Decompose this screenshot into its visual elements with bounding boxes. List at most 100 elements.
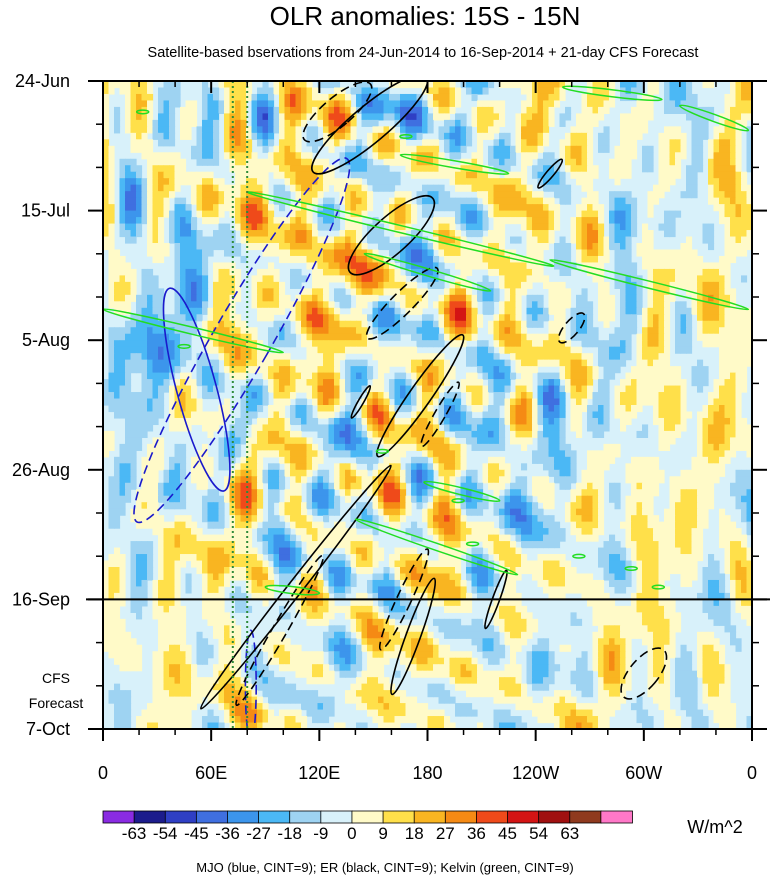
heat-cell — [323, 119, 330, 127]
heat-cell — [158, 405, 165, 413]
heat-cell — [130, 392, 137, 400]
heat-cell — [625, 165, 632, 173]
heat-cell — [339, 314, 346, 322]
heat-cell — [581, 230, 588, 238]
heat-cell — [526, 113, 533, 121]
heat-cell — [444, 307, 451, 315]
heat-cell — [526, 217, 533, 225]
heat-cell — [537, 398, 544, 406]
heat-cell — [680, 268, 687, 276]
heat-cell — [669, 100, 676, 108]
heat-cell — [587, 417, 594, 426]
heat-cell — [686, 346, 693, 354]
heat-cell — [713, 392, 720, 400]
heat-cell — [268, 87, 275, 95]
heat-cell — [125, 405, 132, 413]
heat-cell — [262, 119, 269, 127]
heat-cell — [730, 158, 737, 166]
heat-cell — [537, 255, 544, 264]
heat-cell — [290, 106, 297, 114]
heat-cell — [163, 243, 170, 251]
heat-cell — [510, 81, 517, 89]
heat-cell — [433, 281, 440, 289]
heat-cell — [350, 346, 357, 354]
heat-cell — [163, 81, 170, 89]
heat-cell — [730, 405, 737, 413]
heat-cell — [108, 430, 115, 438]
heat-cell — [675, 106, 682, 114]
heat-cell — [603, 106, 610, 114]
heat-cell — [620, 249, 627, 257]
heat-cell — [653, 320, 660, 328]
heat-cell — [631, 301, 638, 309]
heat-cell — [433, 171, 440, 179]
heat-cell — [532, 93, 539, 102]
heat-cell — [345, 178, 352, 186]
heat-cell — [196, 204, 203, 212]
heat-cell — [477, 417, 484, 426]
heat-cell — [169, 372, 176, 380]
heat-cell — [559, 437, 566, 445]
heat-cell — [658, 307, 665, 315]
heat-cell — [587, 217, 594, 225]
heat-cell — [438, 249, 445, 257]
heat-cell — [675, 320, 682, 328]
heat-cell — [642, 106, 649, 114]
heat-cell — [416, 243, 423, 251]
heat-cell — [235, 327, 242, 335]
heat-cell — [499, 165, 506, 173]
heat-cell — [730, 106, 737, 114]
heat-cell — [576, 145, 583, 153]
heat-cell — [521, 424, 528, 432]
heat-cell — [185, 230, 192, 238]
heat-cell — [581, 379, 588, 387]
heat-cell — [273, 327, 280, 335]
heat-cell — [537, 430, 544, 438]
heat-cell — [702, 411, 709, 419]
heat-cell — [213, 333, 220, 341]
heat-cell — [246, 191, 253, 199]
heat-cell — [455, 249, 462, 257]
heat-cell — [279, 430, 286, 438]
heat-cell — [246, 171, 253, 179]
heat-cell — [625, 392, 632, 400]
heat-cell — [686, 314, 693, 322]
heat-cell — [295, 327, 302, 335]
heat-cell — [625, 152, 632, 160]
heat-cell — [471, 320, 478, 328]
heat-cell — [510, 236, 517, 244]
heat-cell — [350, 158, 357, 166]
heat-cell — [422, 145, 429, 153]
heat-cell — [680, 255, 687, 264]
heat-cell — [581, 139, 588, 147]
heat-cell — [158, 119, 165, 127]
heat-cell — [119, 372, 126, 380]
heat-cell — [328, 171, 335, 179]
heat-cell — [262, 294, 269, 302]
heat-cell — [202, 255, 209, 264]
heat-cell — [642, 158, 649, 166]
heat-cell — [471, 430, 478, 438]
heat-cell — [499, 424, 506, 432]
heat-cell — [235, 145, 242, 153]
heat-cell — [317, 333, 324, 341]
heat-cell — [268, 353, 275, 361]
heat-cell — [301, 113, 308, 121]
heat-cell — [383, 210, 390, 218]
heat-cell — [108, 165, 115, 173]
heat-cell — [719, 417, 726, 426]
heat-cell — [537, 119, 544, 127]
heat-cell — [466, 281, 473, 289]
heat-cell — [108, 359, 115, 367]
heat-cell — [378, 236, 385, 244]
heat-cell — [416, 288, 423, 296]
heat-cell — [482, 307, 489, 315]
heat-cell — [477, 392, 484, 400]
heat-cell — [323, 132, 330, 140]
heat-cell — [328, 145, 335, 153]
heat-cell — [141, 132, 148, 140]
heat-cell — [554, 100, 561, 108]
heat-cell — [521, 379, 528, 387]
heat-cell — [664, 217, 671, 225]
heat-cell — [394, 385, 401, 393]
